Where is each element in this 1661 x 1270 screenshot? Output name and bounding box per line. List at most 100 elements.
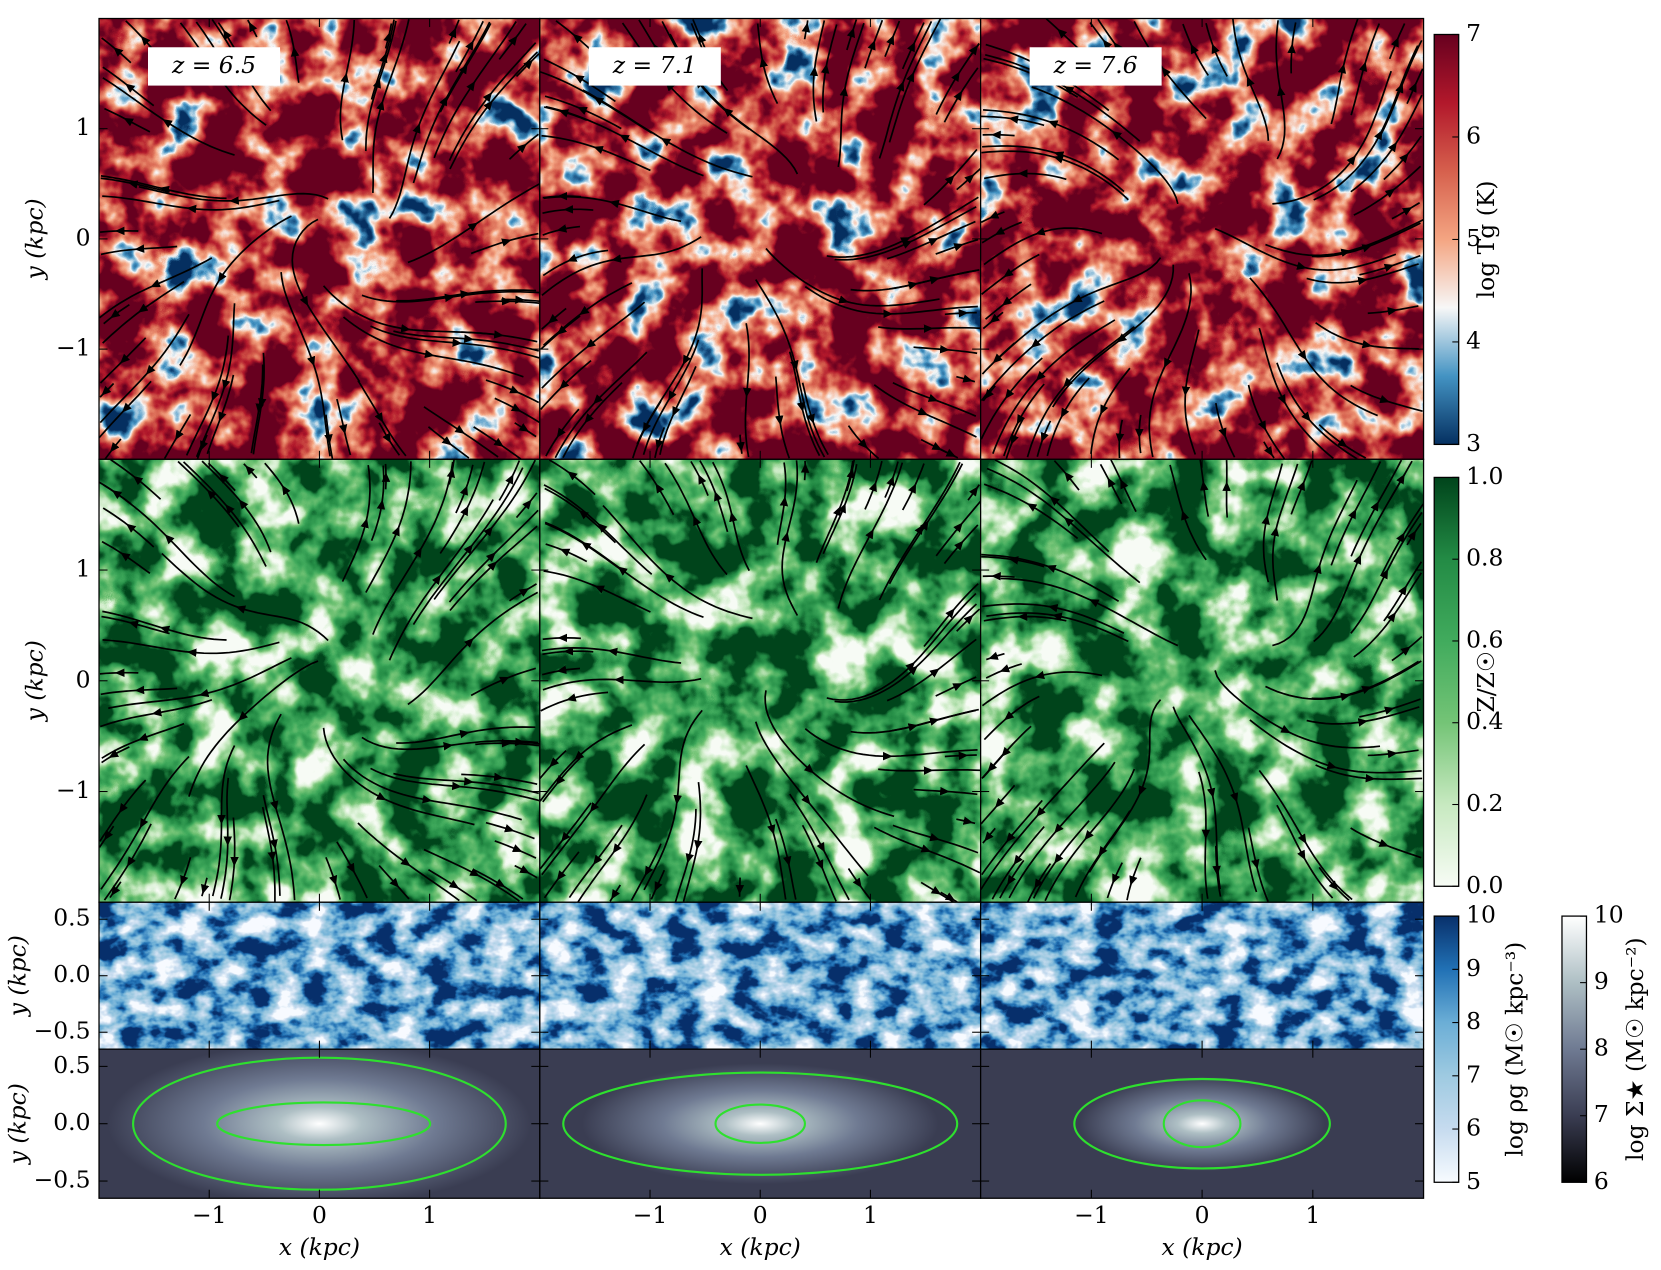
streamline (1401, 460, 1413, 479)
streamline (182, 461, 229, 509)
streamline (514, 23, 527, 40)
streamline (333, 881, 342, 900)
streamline (1353, 188, 1395, 216)
streamline (541, 258, 616, 297)
streamline (470, 591, 539, 642)
streamline (1040, 420, 1052, 443)
streamline (433, 81, 476, 159)
field-map (980, 18, 1424, 460)
streamline (451, 459, 455, 473)
streamline (520, 741, 540, 745)
streamline (729, 511, 751, 572)
streamline (469, 780, 539, 795)
streamline (108, 746, 130, 758)
streamline (525, 870, 538, 879)
streamline (1036, 742, 1105, 817)
streamline (528, 492, 538, 504)
streamline (423, 406, 465, 434)
streamline (1030, 300, 1105, 348)
streamline (103, 315, 115, 325)
streamline (1138, 699, 1162, 796)
colorbar-tick-label: 0.0 (1466, 871, 1503, 899)
streamline (1034, 863, 1052, 889)
streamline (891, 20, 901, 40)
streamline (820, 63, 830, 113)
streamline (137, 722, 185, 741)
streamline (1116, 264, 1175, 343)
streamline (630, 871, 648, 901)
streamline (1126, 881, 1133, 901)
streamline (1318, 423, 1348, 448)
streamline (639, 460, 659, 488)
streamline (104, 107, 128, 121)
streamline (211, 820, 223, 897)
streamline (1306, 718, 1368, 727)
streamline (981, 675, 1040, 707)
streamline (566, 691, 609, 702)
streamline (1413, 68, 1424, 87)
streamline (774, 376, 784, 426)
streamline (1276, 362, 1311, 422)
streamline (1164, 273, 1192, 368)
streamline (556, 851, 580, 881)
streamline (465, 289, 537, 295)
streamline (291, 218, 319, 307)
streamline (1302, 460, 1313, 485)
streamline (983, 716, 1009, 741)
streamline (1352, 70, 1392, 160)
streamline (541, 344, 590, 389)
streamline (1393, 94, 1423, 147)
streamline (543, 570, 599, 589)
streamline (151, 699, 213, 717)
streamline (584, 382, 623, 424)
label-box (588, 47, 721, 86)
streamline (834, 665, 918, 703)
colorbar-tick-label: 7 (1466, 1060, 1481, 1088)
streamline (99, 371, 150, 424)
streamline (372, 100, 385, 193)
colorbar-tick-label: 0.2 (1466, 789, 1503, 817)
streamline (102, 610, 165, 630)
streamline (150, 257, 213, 288)
streamline (505, 667, 537, 680)
colorbar-tick-label: 9 (1594, 967, 1609, 995)
streamline (186, 199, 280, 214)
streamline (984, 302, 1006, 320)
streamline (113, 47, 132, 64)
streamline (361, 293, 455, 303)
streamline (943, 540, 964, 565)
streamline (540, 698, 571, 712)
streamline (544, 521, 622, 570)
streamline (787, 861, 797, 900)
streamline (525, 583, 537, 592)
redshift-label: z = 6.5 (171, 51, 256, 79)
streamline (243, 463, 249, 470)
streamline (388, 23, 393, 37)
streamline (981, 359, 997, 375)
streamline (1315, 764, 1376, 783)
streamline (1188, 714, 1239, 803)
streamline (280, 272, 316, 367)
streamline (207, 489, 240, 528)
colorbar-tick-label: 7 (1466, 19, 1481, 47)
streamline (562, 419, 588, 459)
streamline (412, 544, 473, 626)
streamline (453, 19, 460, 33)
streamline (427, 426, 452, 446)
streamline (1272, 563, 1322, 647)
streamline (1270, 526, 1279, 601)
streamline (455, 885, 478, 902)
streamline (488, 42, 537, 97)
streamline (271, 857, 276, 902)
streamline (982, 837, 988, 844)
streamline (1232, 18, 1250, 81)
streamline (609, 895, 615, 902)
streamline (745, 765, 776, 835)
streamline (643, 800, 678, 891)
streamline (555, 20, 577, 38)
streamline (925, 463, 964, 525)
streamline (577, 849, 616, 903)
streamline (523, 133, 539, 148)
panel (980, 1049, 1424, 1199)
streamline (448, 27, 457, 44)
